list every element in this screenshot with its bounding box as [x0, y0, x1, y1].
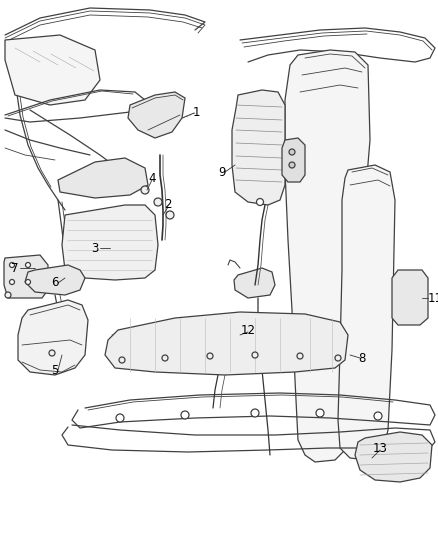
Polygon shape [234, 268, 275, 298]
Text: 13: 13 [373, 441, 388, 455]
Circle shape [316, 409, 324, 417]
Polygon shape [355, 432, 432, 482]
Circle shape [10, 279, 14, 285]
Text: 11: 11 [427, 292, 438, 304]
Polygon shape [128, 92, 185, 138]
Circle shape [25, 279, 31, 285]
Circle shape [289, 149, 295, 155]
Circle shape [162, 355, 168, 361]
Polygon shape [18, 300, 88, 375]
Text: 7: 7 [11, 262, 19, 274]
Polygon shape [105, 312, 348, 375]
Circle shape [335, 355, 341, 361]
Circle shape [207, 353, 213, 359]
Polygon shape [25, 265, 85, 295]
Text: 12: 12 [240, 324, 255, 336]
Polygon shape [232, 90, 285, 205]
Polygon shape [338, 165, 395, 460]
Circle shape [116, 414, 124, 422]
Text: 6: 6 [51, 277, 59, 289]
Polygon shape [5, 35, 100, 105]
Polygon shape [282, 138, 305, 182]
Circle shape [181, 411, 189, 419]
Circle shape [154, 198, 162, 206]
Circle shape [252, 352, 258, 358]
Text: 3: 3 [91, 241, 99, 254]
Polygon shape [285, 50, 370, 462]
Text: 1: 1 [192, 107, 200, 119]
Circle shape [166, 211, 174, 219]
Circle shape [5, 292, 11, 298]
Polygon shape [62, 205, 158, 280]
Circle shape [10, 262, 14, 268]
Text: 8: 8 [358, 351, 366, 365]
Text: 4: 4 [148, 172, 156, 184]
Text: 9: 9 [218, 166, 226, 179]
Circle shape [141, 186, 149, 194]
Circle shape [297, 353, 303, 359]
Circle shape [257, 198, 264, 206]
Circle shape [289, 162, 295, 168]
Circle shape [251, 409, 259, 417]
Circle shape [119, 357, 125, 363]
Circle shape [25, 262, 31, 268]
Polygon shape [4, 255, 48, 298]
Polygon shape [392, 270, 428, 325]
Text: 2: 2 [164, 198, 172, 212]
Circle shape [49, 350, 55, 356]
Circle shape [374, 412, 382, 420]
Text: 5: 5 [51, 364, 59, 376]
Polygon shape [58, 158, 148, 198]
